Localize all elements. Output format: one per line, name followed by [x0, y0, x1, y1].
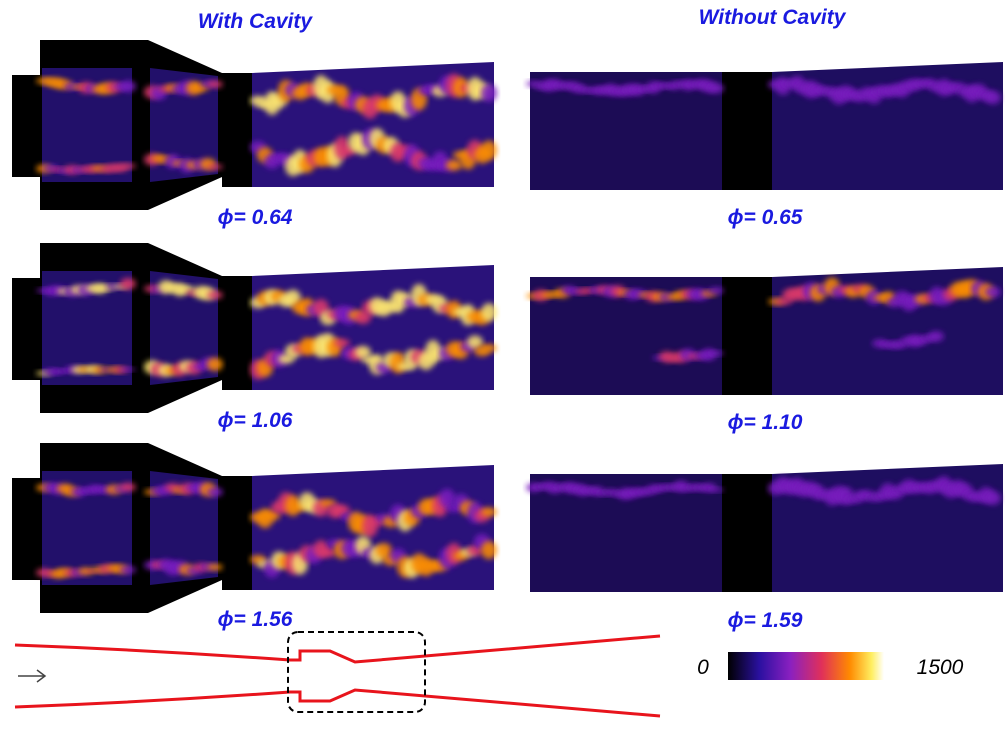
gap — [222, 73, 252, 187]
left-panel: ϕ= 0.64 — [12, 40, 497, 229]
colorbar-min: 0 — [697, 656, 709, 679]
flame-spot — [481, 140, 497, 160]
flame-spot — [120, 278, 136, 290]
flame-spot — [481, 84, 497, 102]
flame-spot — [708, 351, 724, 356]
flame-spot — [207, 291, 223, 299]
right-label: ϕ= 1.10 — [728, 411, 803, 434]
flame-spot — [481, 541, 497, 559]
flame-spot — [207, 81, 223, 88]
flame-spot — [320, 548, 336, 558]
left-label: ϕ= 1.06 — [218, 409, 293, 432]
flame-spot — [985, 91, 1001, 104]
flow-arrow — [18, 670, 45, 682]
gap — [722, 72, 772, 190]
left-label: ϕ= 1.56 — [218, 608, 293, 631]
colorbar-max: 1500 — [917, 656, 964, 679]
left-label: ϕ= 0.64 — [218, 206, 293, 229]
right-panel: ϕ= 0.65 — [526, 62, 1003, 229]
flame-spot — [481, 507, 497, 516]
flame-spot — [708, 287, 724, 294]
left-title: With Cavity — [198, 10, 313, 33]
flame-spot — [334, 339, 350, 347]
inlet — [12, 75, 40, 177]
flame-spot — [120, 164, 136, 169]
flame-spot — [120, 81, 136, 92]
figure: With Cavity Without Cavity ϕ= 0.64 ϕ= 1.0… — [0, 0, 1005, 730]
flame-spot — [481, 303, 497, 321]
wall-top — [15, 636, 660, 662]
flame-spot — [985, 491, 1001, 505]
flame-spot — [120, 483, 136, 492]
inlet — [12, 278, 40, 380]
right-panel: ϕ= 1.10 — [526, 267, 1003, 434]
flame-spot — [207, 487, 223, 496]
flame-spot — [985, 286, 1001, 297]
flame-spot — [481, 344, 497, 352]
right-panel: ϕ= 1.59 — [526, 464, 1003, 632]
flame-spot — [928, 331, 944, 342]
left-panel: ϕ= 1.56 — [12, 443, 497, 631]
flame-spot — [446, 160, 462, 171]
flame-spot — [708, 488, 724, 492]
right-label: ϕ= 0.65 — [728, 206, 803, 229]
left-panel: ϕ= 1.06 — [12, 243, 497, 432]
panels: ϕ= 0.64 ϕ= 1.06 ϕ= 1.56 ϕ= 0.65 ϕ= 1.10 ϕ= 1.… — [12, 40, 1003, 632]
gap — [722, 474, 772, 592]
flame-spot — [207, 358, 223, 372]
flame-spot — [207, 564, 223, 571]
inlet — [12, 478, 40, 580]
flame-spot — [708, 83, 724, 93]
flame-spot — [207, 164, 223, 169]
flame-spot — [120, 368, 136, 371]
right-label: ϕ= 1.59 — [728, 609, 803, 632]
right-title: Without Cavity — [699, 6, 847, 29]
gap — [722, 277, 772, 395]
img-c — [772, 62, 1003, 190]
flame-spot — [120, 566, 136, 574]
gap — [222, 276, 252, 390]
colorbar — [728, 652, 884, 680]
gap — [222, 476, 252, 590]
schematic — [15, 632, 660, 716]
